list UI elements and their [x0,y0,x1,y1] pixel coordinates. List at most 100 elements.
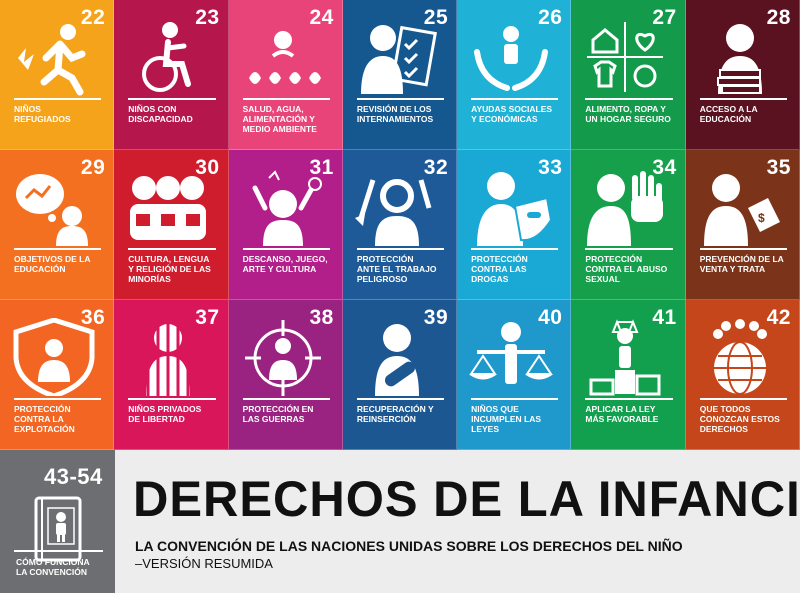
tile-number: 39 [423,306,449,329]
tile-label: PROTECCIÓN CONTRA EL ABUSO SEXUAL [585,254,668,285]
tile-divider [585,398,673,400]
tile-label: CULTURA, LENGUA Y RELIGIÓN DE LAS MINORÍAS [128,254,211,285]
running-child-icon [10,18,98,96]
tile-divider [14,98,102,100]
tile-label: NIÑOS QUE INCUMPLEN LAS LEYES [471,404,542,435]
target-icon [239,318,327,396]
right-tile: 31 DESCANSO, JUEGO, ARTE Y CULTURA [228,150,343,300]
tile-divider [14,398,102,400]
svg-text:$: $ [758,211,765,225]
shield-pills-icon [467,168,555,246]
tile-label: OBJETIVOS DE LA EDUCACIÓN [14,254,91,275]
right-tile: 38 PROTECCIÓN EN LAS GUERRAS [228,300,343,450]
tile-label: PROTECCIÓN CONTRA LA EXPLOTACIÓN [14,404,75,435]
guide-divider [14,550,103,552]
tile-divider [242,398,330,400]
tile-number: 23 [195,6,220,29]
guide-number: 43-54 [44,464,103,489]
stop-hand-icon [581,168,669,246]
tile-divider [356,98,445,100]
tile-label: PROTECCIÓN EN LAS GUERRAS [242,404,314,425]
tile-number: 33 [538,156,563,179]
subtitle: LA CONVENCIÓN DE LAS NACIONES UNIDAS SOB… [135,538,683,554]
book-child-icon [28,494,88,566]
tile-label: NIÑOS PRIVADOS DE LIBERTAD [128,404,202,425]
tile-label: PREVENCIÓN DE LA VENTA Y TRATA [699,254,784,275]
tile-divider [128,98,216,100]
right-tile: 32 PROTECCIÓN ANTE EL TRABAJO PELIGROSO [342,150,458,300]
right-tile: 27 ALIMENTO, ROPA Y UN HOGAR SEGURO [571,0,686,150]
tile-number: 29 [80,156,106,179]
tile-divider [699,248,787,250]
tile-label: ACCESO A LA EDUCACIÓN [699,104,758,125]
tile-number: 25 [423,6,449,29]
right-tile: 41 APLICAR LA LEY MÁS FAVORABLE [571,300,686,450]
tile-number: 24 [309,6,334,29]
title-banner: DERECHOS DE LA INFANCIA LA CONVENCIÓN DE… [115,450,800,593]
tile-divider [585,98,673,100]
tile-number: 36 [80,306,106,329]
hands-child-icon [467,18,555,96]
tile-label: PROTECCIÓN ANTE EL TRABAJO PELIGROSO [356,254,437,285]
tile-number: 34 [652,156,677,179]
right-tile: 22 NIÑOS REFUGIADOS [0,0,115,150]
tile-divider [699,98,787,100]
tile-label: REVISIÓN DE LOS INTERNAMIENTOS [356,104,434,125]
tile-label: PROTECCIÓN CONTRA LAS DROGAS [471,254,528,285]
home-clothes-icon [581,18,669,96]
right-tile: 40 NIÑOS QUE INCUMPLEN LAS LEYES [457,300,572,450]
right-tile: 26 AYUDAS SOCIALES Y ECONÓMICAS [457,0,572,150]
tile-number: 28 [766,6,791,29]
tile-divider [471,248,559,250]
tile-divider [699,398,787,400]
tile-divider [128,248,216,250]
tile-number: 31 [309,156,334,179]
labor-icon [353,168,441,246]
podium-icon [581,318,669,396]
tile-divider [471,398,559,400]
subtitle-version: –VERSIÓN RESUMIDA [135,556,273,571]
right-tile: 34 PROTECCIÓN CONTRA EL ABUSO SEXUAL [571,150,686,300]
thought-bubble-icon [10,168,98,246]
right-tile: 35 $ PREVENCIÓN DE LA VENTA Y TRATA [685,150,800,300]
tile-divider [128,398,216,400]
right-tile: 39 RECUPERACIÓN Y REINSERCIÓN [342,300,458,450]
tile-label: AYUDAS SOCIALES Y ECONÓMICAS [471,104,553,125]
tile-number: 40 [538,306,563,329]
checklist-icon [353,18,441,96]
tile-divider [356,398,445,400]
tile-divider [242,98,330,100]
right-tile: 36 PROTECCIÓN CONTRA LA EXPLOTACIÓN [0,300,115,450]
tile-number: 35 [766,156,791,179]
bandage-icon [353,318,441,396]
tile-number: 32 [423,156,449,179]
tile-divider [242,248,330,250]
tile-label: SALUD, AGUA, ALIMENTACIÓN Y MEDIO AMBIENTE [242,104,317,135]
tile-label: NIÑOS REFUGIADOS [14,104,71,125]
price-tag-icon: $ [696,168,784,246]
tile-number: 30 [195,156,220,179]
prison-icon [124,318,212,396]
tile-label: DESCANSO, JUEGO, ARTE Y CULTURA [242,254,328,275]
right-tile: 29 OBJETIVOS DE LA EDUCACIÓN [0,150,115,300]
tile-label: QUE TODOS CONOZCAN ESTOS DERECHOS [699,404,780,435]
right-tile: 33 PROTECCIÓN CONTRA LAS DROGAS [457,150,572,300]
books-icon [696,18,784,96]
scales-icon [467,318,555,396]
tile-divider [585,248,673,250]
right-tile: 28 ACCESO A LA EDUCACIÓN [685,0,800,150]
right-tile: 37 NIÑOS PRIVADOS DE LIBERTAD [114,300,229,450]
right-tile: 24 SALUD, AGUA, ALIMENTACIÓN Y MEDIO AMBIEN… [228,0,343,150]
tile-divider [14,248,102,250]
tile-number: 41 [652,306,677,329]
tile-label: NIÑOS CON DISCAPACIDAD [128,104,193,125]
right-tile: 42 QUE TODOS CONOZCAN ESTOS DERECHOS [685,300,800,450]
group-icon [124,168,212,246]
tile-number: 27 [652,6,677,29]
right-tile: 25 REVISIÓN DE LOS INTERNAMIENTOS [342,0,458,150]
tile-number: 26 [538,6,563,29]
right-tile: 30 CULTURA, LENGUA Y RELIGIÓN DE LAS MINORÍ… [114,150,229,300]
globe-people-icon [696,318,784,396]
play-icon [239,168,327,246]
tile-number: 42 [766,306,791,329]
